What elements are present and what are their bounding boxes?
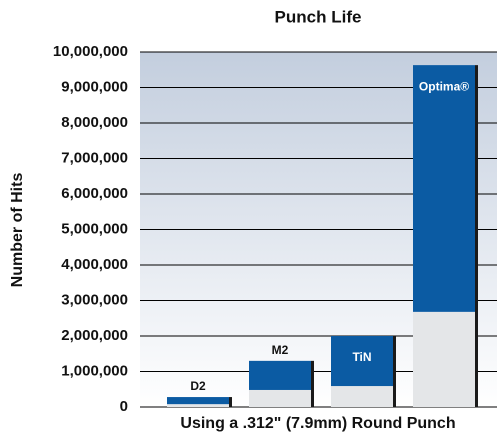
bar-segment [331,386,393,407]
bar-label: D2 [190,379,206,393]
bar-segment [413,311,475,407]
bar-segment [413,65,475,312]
bar-segment [167,397,229,405]
y-tick-label: 10,000,000 [53,43,128,60]
bar-segment [249,389,311,407]
y-tick-label: 7,000,000 [61,149,128,166]
bar-label: M2 [272,343,289,357]
bar-segment [249,360,311,390]
bar-shadow [393,336,396,407]
y-tick-label: 5,000,000 [61,220,128,237]
chart-title: Punch Life [275,7,362,26]
bar-shadow [311,360,314,407]
bar-segment [167,404,229,407]
bar-segment [331,336,393,387]
y-tick-label: 3,000,000 [61,291,128,308]
x-axis-label: Using a .312" (7.9mm) Round Punch [180,415,455,432]
y-tick-label: 4,000,000 [61,256,128,273]
y-tick-label: 8,000,000 [61,114,128,131]
y-axis-label: Number of Hits [9,173,26,288]
y-tick-label: 0 [120,398,128,415]
bar-label: Optima® [419,79,469,93]
bar-label: TiN [352,350,371,364]
y-tick-label: 9,000,000 [61,78,128,95]
bar-shadow [475,65,478,407]
bar-shadow [229,397,232,407]
y-tick-label: 1,000,000 [61,362,128,379]
y-tick-label: 2,000,000 [61,327,128,344]
y-tick-label: 6,000,000 [61,185,128,202]
